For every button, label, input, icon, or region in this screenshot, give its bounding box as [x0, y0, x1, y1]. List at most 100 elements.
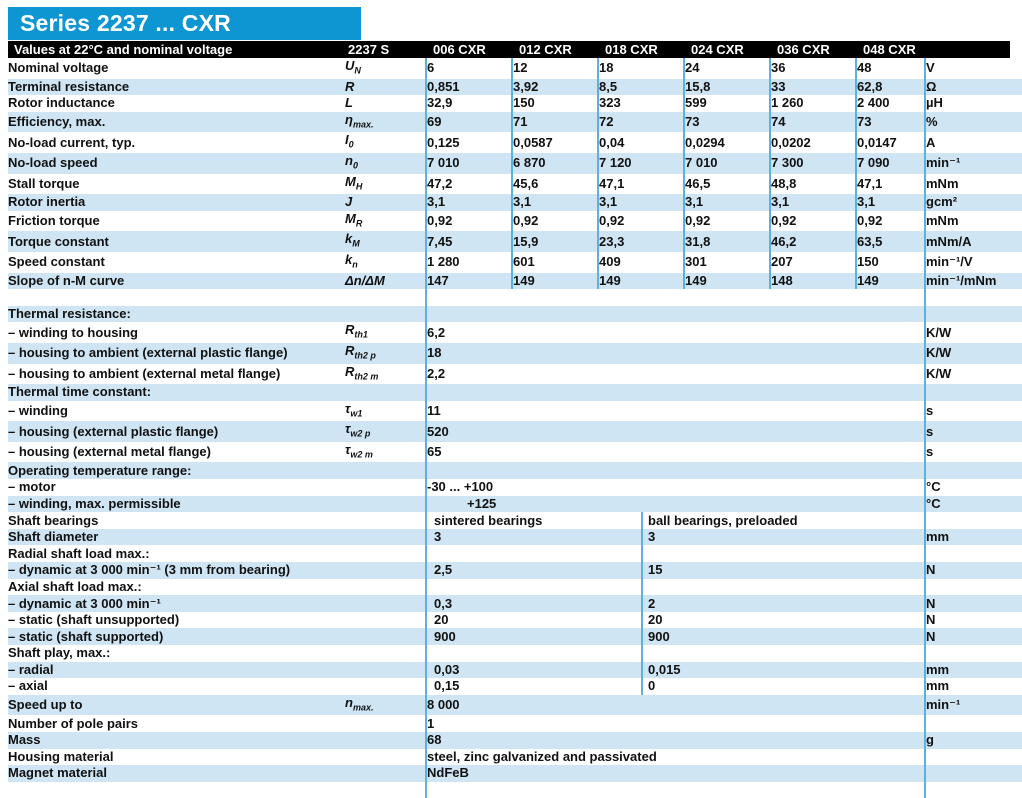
- row-unit: [924, 512, 1022, 529]
- row-unit: [924, 781, 1022, 798]
- cell-value: 0,851: [425, 78, 512, 96]
- cell-value: 2 400: [855, 95, 925, 112]
- cell-value-split: 900 900: [425, 628, 925, 645]
- row-symbol: MH: [345, 173, 363, 192]
- cell-value: 65: [425, 441, 925, 463]
- cell-value: 7 120: [597, 152, 684, 174]
- cell-value: 150: [511, 95, 598, 112]
- row-unit: N: [924, 595, 1022, 612]
- row-symbol: [345, 715, 426, 732]
- row-unit: V: [924, 58, 1022, 79]
- row-label: – static (shaft supported): [8, 628, 164, 644]
- row-label: Magnet material: [8, 765, 107, 781]
- cell-value-split: sintered bearings ball bearings, preloade…: [425, 512, 925, 529]
- cell-value: 45,6: [511, 173, 598, 195]
- table-row: Thermal resistance:: [8, 305, 1022, 323]
- cell-value-split: [425, 645, 925, 662]
- table-row: – housing to ambient (external plastic f…: [8, 342, 1022, 364]
- table-row: – winding, max. permissible +125 °C: [8, 495, 1022, 513]
- column-header: 012 CXR: [519, 42, 572, 57]
- table-row: – housing (external metal flange) τw2 m 65…: [8, 441, 1022, 463]
- cell-value: 46,5: [683, 173, 770, 195]
- row-unit: [924, 305, 1022, 323]
- cell-value: 12: [511, 58, 598, 79]
- row-unit: °C: [924, 479, 1022, 496]
- row-unit: [924, 748, 1022, 766]
- row-symbol: τw2 m: [345, 441, 373, 460]
- table-row: Friction torque MR 0,92 0,92 0,92 0,92 0,92 0,9…: [8, 210, 1022, 232]
- row-label: Thermal time constant:: [8, 384, 152, 400]
- cell-value-left: 0,3: [434, 595, 453, 611]
- row-symbol: [345, 612, 426, 629]
- cell-value: [425, 289, 925, 306]
- row-label: Slope of n-M curve: [8, 272, 125, 288]
- row-label: Terminal resistance: [8, 78, 130, 94]
- table-row: Operating temperature range:: [8, 462, 1022, 480]
- row-label: – winding, max. permissible: [8, 495, 181, 511]
- row-unit: [924, 545, 1022, 563]
- cell-value: 6,2: [425, 322, 925, 343]
- cell-value-left: sintered bearings: [434, 512, 543, 528]
- cell-value: 7 090: [855, 152, 925, 174]
- cell-value: 72: [597, 111, 684, 133]
- cell-value: 0,0587: [511, 132, 598, 153]
- row-label: Radial shaft load max.:: [8, 545, 150, 561]
- cell-value-left: 0,03: [434, 661, 460, 677]
- row-label: No-load current, typ.: [8, 134, 136, 150]
- cell-value: 0,0202: [769, 132, 856, 153]
- row-label: Nominal voltage: [8, 60, 109, 76]
- row-label: Axial shaft load max.:: [8, 578, 142, 594]
- cell-value: 69: [425, 111, 512, 133]
- cell-value-left: 900: [434, 628, 456, 644]
- cell-value: 301: [683, 251, 770, 273]
- cell-value: 3,1: [511, 194, 598, 211]
- row-label: – winding: [8, 402, 68, 418]
- row-symbol: [345, 645, 426, 662]
- cell-value: [425, 305, 925, 323]
- cell-value-right: 900: [641, 628, 924, 645]
- cell-value: 150: [855, 251, 925, 273]
- table-row: – radial 0,03 0,015 mm: [8, 661, 1022, 679]
- row-label: Number of pole pairs: [8, 715, 139, 731]
- row-label: – housing (external plastic flange): [8, 423, 219, 439]
- cell-value: 0,0294: [683, 132, 770, 153]
- row-unit: [924, 578, 1022, 596]
- cell-value: 1: [425, 715, 925, 732]
- row-label: Mass: [8, 732, 41, 748]
- row-symbol: R: [345, 78, 355, 94]
- row-symbol: [345, 765, 426, 782]
- cell-value: 3,1: [855, 194, 925, 211]
- table-row: Housing material steel, zinc galvanized a…: [8, 748, 1022, 766]
- cell-value: 7 010: [425, 152, 512, 174]
- row-unit: min⁻¹/V: [924, 251, 1022, 273]
- row-unit: min⁻¹: [924, 152, 1022, 174]
- cell-value: 73: [683, 111, 770, 133]
- cell-value-right: [641, 545, 924, 563]
- spec-table-body: Nominal voltage UN 6 12 18 24 36 48 V Terminal re…: [8, 58, 1022, 798]
- cell-value: 73: [855, 111, 925, 133]
- row-unit: K/W: [924, 363, 1022, 385]
- row-symbol: [345, 662, 426, 679]
- row-label: Torque constant: [8, 233, 109, 249]
- header-caption: Values at 22°C and nominal voltage: [14, 42, 233, 57]
- row-unit: [924, 289, 1022, 306]
- cell-value: 323: [597, 95, 684, 112]
- row-symbol: kn: [345, 251, 358, 270]
- cell-value: 149: [855, 272, 925, 290]
- cell-value: 1 260: [769, 95, 856, 112]
- column-header: 048 CXR: [863, 42, 916, 57]
- row-label: Speed constant: [8, 254, 105, 270]
- table-row: Radial shaft load max.:: [8, 545, 1022, 563]
- row-label: – axial: [8, 678, 48, 694]
- row-symbol: [345, 732, 426, 749]
- row-symbol: L: [345, 95, 353, 111]
- table-row: Stall torque MH 47,2 45,6 47,1 46,5 48,8 47,1 mN…: [8, 173, 1022, 195]
- row-unit: [924, 715, 1022, 732]
- table-row: – housing (external plastic flange) τw2 p…: [8, 421, 1022, 442]
- row-label: – dynamic at 3 000 min⁻¹ (3 mm from bear…: [8, 562, 291, 578]
- cell-value: 149: [597, 272, 684, 290]
- table-row: Magnet material NdFeB: [8, 765, 1022, 782]
- row-unit: mm: [924, 528, 1022, 546]
- table-row: Terminal resistance R 0,851 3,92 8,5 15,8 33 62…: [8, 78, 1022, 96]
- cell-value-right: 2: [641, 595, 924, 612]
